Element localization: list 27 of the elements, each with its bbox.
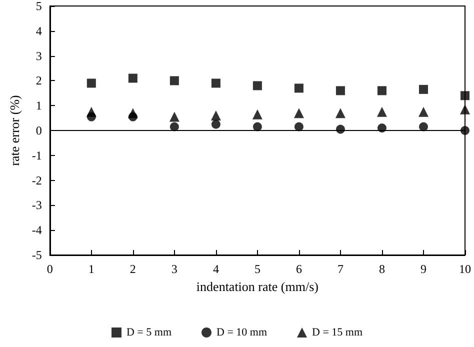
x-tick-label: 1	[88, 262, 94, 276]
x-tick-label: 0	[46, 262, 53, 276]
x-tick-label: 6	[296, 262, 302, 276]
y-tick-label: -2	[32, 173, 42, 188]
x-tick-label: 9	[420, 262, 426, 276]
legend-label: D = 5 mm	[126, 326, 172, 338]
legend-label: D = 10 mm	[216, 326, 268, 338]
x-tick-label: 3	[171, 262, 178, 276]
x-tick-label: 8	[378, 262, 385, 276]
x-tick-label: 5	[254, 262, 260, 276]
y-axis-title: rate error (%)	[7, 95, 22, 166]
y-tick-label: -5	[32, 248, 42, 262]
y-tick-label: 4	[36, 24, 42, 38]
x-tick-label: 2	[130, 262, 136, 276]
x-axis-title: indentation rate (mm/s)	[196, 279, 318, 294]
y-tick-label: -1	[32, 148, 42, 162]
x-tick-label: 10	[459, 262, 471, 276]
y-tick-label: 0	[36, 124, 42, 138]
y-tick-label: 3	[36, 48, 42, 63]
y-tick-label: 1	[36, 98, 42, 113]
y-tick-label: -4	[32, 223, 42, 238]
y-tick-label: 2	[36, 74, 42, 88]
x-tick-label: 7	[337, 262, 344, 276]
legend-label: D = 15 mm	[312, 326, 363, 338]
y-tick-label: 5	[36, 0, 42, 13]
y-tick-label: -3	[32, 198, 42, 212]
x-tick-label: 4	[212, 262, 219, 276]
